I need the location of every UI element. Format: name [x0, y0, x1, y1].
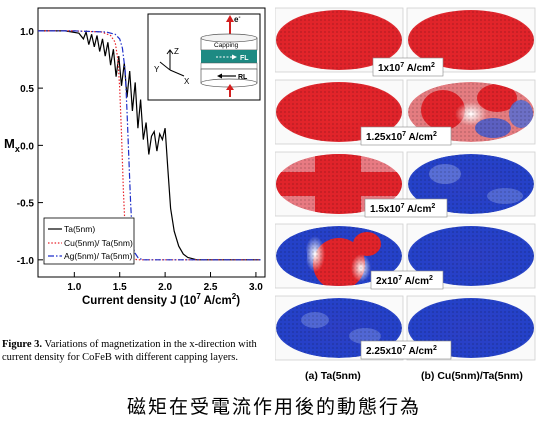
x-tick-label: 3.0: [249, 282, 263, 293]
capping-label: Capping: [214, 42, 239, 49]
electron-arrow-top: [226, 15, 234, 34]
magnetization-chart: 1.0 0.5 0.0 -0.5 -1.0 1.0 1.5 2.0 2.5 3.0 Mx Cur…: [4, 7, 266, 307]
y-axis-label: Mx: [4, 136, 20, 154]
magnetization-maps: 1x107 A/cm2 1.25x107 A/cm2 1.5x107 A/cm2…: [275, 7, 536, 382]
x-axis-ticks: 1.0 1.5 2.0 2.5 3.0: [67, 272, 263, 293]
legend-item-ta: Ta(5nm): [48, 224, 95, 234]
rl-magnetization-arrow: [217, 73, 236, 79]
x-tick-label: 2.0: [158, 282, 172, 293]
fl-label: FL: [240, 55, 249, 62]
x-axis-label: Current density J (107 A/cm2): [82, 292, 240, 307]
legend-item-cu: Cu(5nm)/ Ta(5nm): [48, 238, 133, 248]
fl-magnetization-arrow: [216, 54, 237, 60]
svg-text:1.5x107 A/cm2: 1.5x107 A/cm2: [370, 203, 435, 215]
column-b-label: (b) Cu(5nm)/Ta(5nm): [421, 370, 523, 382]
y-tick-label: -1.0: [17, 256, 35, 267]
legend: Ta(5nm) Cu(5nm)/ Ta(5nm) Ag(5nm)/ Ta(5nm…: [43, 217, 135, 265]
y-tick-label: -0.5: [17, 199, 35, 210]
x-tick-label: 2.5: [204, 282, 218, 293]
caption-figure-number: Figure 3.: [2, 339, 43, 350]
svg-text:Ag(5nm)/ Ta(5nm): Ag(5nm)/ Ta(5nm): [64, 251, 133, 261]
caption-text: Variations of magnetization in the x-dir…: [2, 339, 257, 363]
series-line-2: [38, 30, 261, 261]
electron-arrow-bottom: [226, 84, 234, 97]
svg-text:2.25x107 A/cm2: 2.25x107 A/cm2: [366, 345, 437, 357]
x-tick-label: 1.5: [113, 282, 127, 293]
svg-text:Ta(5nm): Ta(5nm): [64, 224, 95, 234]
current-label-3: 1.5x107 A/cm2: [364, 198, 448, 218]
electron-label: e-: [234, 15, 240, 24]
axis-x-label: X: [184, 77, 190, 86]
free-layer: [201, 50, 257, 63]
reference-layer: [200, 68, 258, 88]
stack-inset: Z Y X e- Capping FL RL: [147, 13, 261, 101]
map-a-1e7: [276, 10, 402, 70]
rl-label: RL: [238, 74, 248, 81]
map-b-1e7: [408, 10, 534, 70]
current-label-2: 1.25x107 A/cm2: [360, 126, 452, 146]
svg-text:2x107 A/cm2: 2x107 A/cm2: [376, 275, 433, 287]
y-tick-label: 1.0: [20, 27, 34, 38]
x-tick-label: 1.0: [67, 282, 81, 293]
page-title: 磁矩在受電流作用後的動態行為: [126, 396, 421, 418]
figure-caption: Figure 3. Variations of magnetization in…: [2, 338, 277, 364]
capping-layer: [200, 33, 258, 51]
svg-text:1.25x107 A/cm2: 1.25x107 A/cm2: [366, 131, 437, 143]
map-a-2e7: [276, 226, 402, 286]
plot-frame: [37, 7, 266, 278]
current-label-5: 2.25x107 A/cm2: [360, 340, 452, 360]
column-a-label: (a) Ta(5nm): [305, 370, 361, 382]
spacer-layer: [200, 62, 258, 70]
legend-item-ag: Ag(5nm)/ Ta(5nm): [48, 251, 133, 261]
y-axis-ticks: 1.0 0.5 0.0 -0.5 -1.0: [17, 27, 43, 267]
axis-y-label: Y: [154, 65, 160, 74]
y-tick-label: 0.5: [20, 84, 34, 95]
series-line-0: [38, 29, 261, 261]
axis-z-label: Z: [174, 47, 179, 56]
svg-text:1x107 A/cm2: 1x107 A/cm2: [378, 62, 435, 74]
svg-text:Cu(5nm)/ Ta(5nm): Cu(5nm)/ Ta(5nm): [64, 238, 133, 248]
current-label-4: 2x107 A/cm2: [370, 270, 444, 290]
coordinate-axes: [159, 49, 185, 77]
y-tick-label: 0.0: [20, 141, 34, 152]
current-label-1: 1x107 A/cm2: [372, 57, 444, 77]
